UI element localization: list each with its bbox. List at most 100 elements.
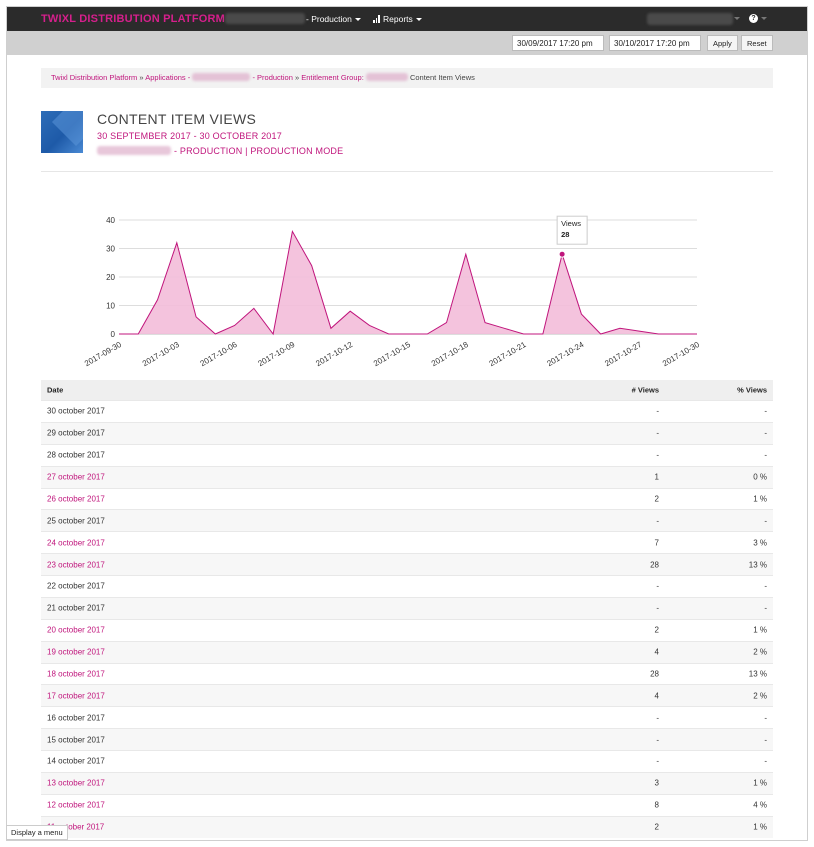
browser-frame: TWIXL DISTRIBUTION PLATFORM - Production…: [6, 6, 808, 841]
table-row[interactable]: 12 october 2017 8 4 %: [41, 793, 773, 816]
table-row[interactable]: 26 october 2017 2 1 %: [41, 487, 773, 510]
start-date-input[interactable]: 30/09/2017 17:20 pm: [512, 35, 604, 51]
tooltip-label: Views: [561, 219, 581, 228]
row-views: 1: [654, 472, 659, 482]
breadcrumb-item-platform[interactable]: Twixl Distribution Platform: [51, 73, 138, 82]
row-date[interactable]: 20 october 2017: [47, 625, 105, 635]
row-pct: 0 %: [753, 472, 767, 482]
tooltip-value: 28: [561, 230, 569, 239]
x-tick-label: 2017-10-03: [141, 340, 181, 369]
row-pct: 4 %: [753, 800, 767, 810]
breadcrumb-current: Content Item Views: [409, 73, 475, 82]
y-tick-label: 40: [106, 216, 115, 225]
brand-logo[interactable]: TWIXL DISTRIBUTION PLATFORM: [41, 13, 226, 25]
row-date[interactable]: 19 october 2017: [47, 647, 105, 657]
header-date[interactable]: Date: [47, 385, 64, 395]
help-chevron-down-icon[interactable]: [761, 17, 767, 20]
row-date[interactable]: 18 october 2017: [47, 669, 105, 679]
x-tick-label: 2017-10-18: [430, 340, 470, 369]
header-divider: [41, 171, 773, 172]
row-date: 22 october 2017: [47, 581, 105, 591]
header-views[interactable]: # Views: [631, 385, 659, 395]
table-row[interactable]: 24 october 2017 7 3 %: [41, 531, 773, 553]
help-icon[interactable]: ?: [749, 14, 758, 23]
row-date: 15 october 2017: [47, 735, 105, 745]
row-views: -: [656, 581, 659, 591]
table-header: Date # Views % Views: [41, 380, 773, 400]
y-tick-label: 20: [106, 273, 115, 282]
row-date[interactable]: 11 october 2017: [47, 822, 105, 832]
tooltip-box: [556, 215, 588, 245]
x-tick-label: 2017-10-21: [488, 340, 528, 369]
redacted-user-name[interactable]: [647, 13, 733, 25]
row-views: 4: [654, 691, 659, 701]
user-chevron-down-icon[interactable]: [734, 17, 740, 20]
table-row[interactable]: 19 october 2017 4 2 %: [41, 640, 773, 663]
table-row[interactable]: 20 october 2017 2 1 %: [41, 618, 773, 641]
row-pct: -: [764, 516, 767, 526]
date-range-label: 30 SEPTEMBER 2017 - 30 OCTOBER 2017: [97, 131, 282, 141]
row-date[interactable]: 24 october 2017: [47, 538, 105, 548]
page-title: CONTENT ITEM VIEWS: [97, 111, 257, 127]
row-views: 28: [650, 669, 659, 679]
table-row[interactable]: 13 october 2017 3 1 %: [41, 771, 773, 794]
table-row: 22 october 2017 - -: [41, 575, 773, 597]
x-tick-label: 2017-10-30: [661, 340, 701, 369]
x-tick-label: 2017-10-24: [545, 340, 585, 369]
row-views: -: [656, 713, 659, 723]
row-pct: 2 %: [753, 691, 767, 701]
redacted-group-breadcrumb[interactable]: [365, 73, 408, 81]
table-row: 30 october 2017 - -: [41, 400, 773, 422]
views-chart[interactable]: 0 10 20 30 40 2017-09-30 2017-10-03 2017-10-06 2…: [67, 207, 767, 377]
header-pct[interactable]: % Views: [737, 385, 767, 395]
x-tick-label: 2017-10-12: [314, 340, 354, 369]
end-date-input[interactable]: 30/10/2017 17:20 pm: [609, 35, 701, 51]
reset-button[interactable]: Reset: [741, 35, 773, 51]
row-pct: 2 %: [753, 647, 767, 657]
row-date[interactable]: 17 october 2017: [47, 691, 105, 701]
row-pct: -: [764, 581, 767, 591]
row-views: 2: [654, 822, 659, 832]
row-pct: 13 %: [748, 560, 767, 570]
row-views: -: [656, 735, 659, 745]
table-row[interactable]: 23 october 2017 28 13 %: [41, 553, 773, 575]
row-date[interactable]: 26 october 2017: [47, 494, 105, 504]
row-pct: 1 %: [753, 778, 767, 788]
row-pct: -: [764, 713, 767, 723]
series-area: [119, 231, 697, 334]
table-row[interactable]: 17 october 2017 4 2 %: [41, 684, 773, 707]
breadcrumb-item-applications[interactable]: Applications: [145, 73, 186, 82]
table-row[interactable]: 27 october 2017 1 0 %: [41, 465, 773, 488]
row-date[interactable]: 27 october 2017: [47, 472, 105, 482]
apply-button[interactable]: Apply: [707, 35, 738, 51]
row-views: -: [656, 450, 659, 460]
reports-menu[interactable]: Reports: [373, 14, 422, 24]
row-views: -: [656, 516, 659, 526]
breadcrumb-item-production[interactable]: - Production: [252, 73, 293, 82]
chevron-down-icon: [354, 18, 361, 21]
table-row[interactable]: 18 october 2017 28 13 %: [41, 662, 773, 685]
redacted-app-breadcrumb[interactable]: [192, 73, 251, 81]
table-row[interactable]: 11 october 2017 2 1 %: [41, 815, 773, 838]
row-pct: -: [764, 428, 767, 438]
display-menu-tooltip: Display a menu: [6, 825, 68, 840]
row-pct: -: [764, 603, 767, 613]
row-date[interactable]: 12 october 2017: [47, 800, 105, 810]
row-pct: -: [764, 756, 767, 766]
chevron-down-icon: [415, 18, 422, 21]
views-table: Date # Views % Views 30 october 2017- -29…: [41, 380, 773, 838]
breadcrumb: Twixl Distribution Platform » Applicatio…: [41, 68, 773, 88]
breadcrumb-item-entitlement-group[interactable]: Entitlement Group:: [301, 73, 364, 82]
row-pct: -: [764, 450, 767, 460]
reports-menu-label: Reports: [383, 14, 413, 24]
row-date: 28 october 2017: [47, 450, 105, 460]
x-tick-label: 2017-10-27: [603, 340, 643, 369]
row-date: 30 october 2017: [47, 406, 105, 416]
tooltip-point: [558, 250, 566, 258]
row-pct: 13 %: [748, 669, 767, 679]
row-views: -: [656, 603, 659, 613]
row-date[interactable]: 23 october 2017: [47, 560, 105, 570]
row-views: 2: [654, 494, 659, 504]
production-menu[interactable]: - Production: [306, 14, 361, 24]
row-date[interactable]: 13 october 2017: [47, 778, 105, 788]
